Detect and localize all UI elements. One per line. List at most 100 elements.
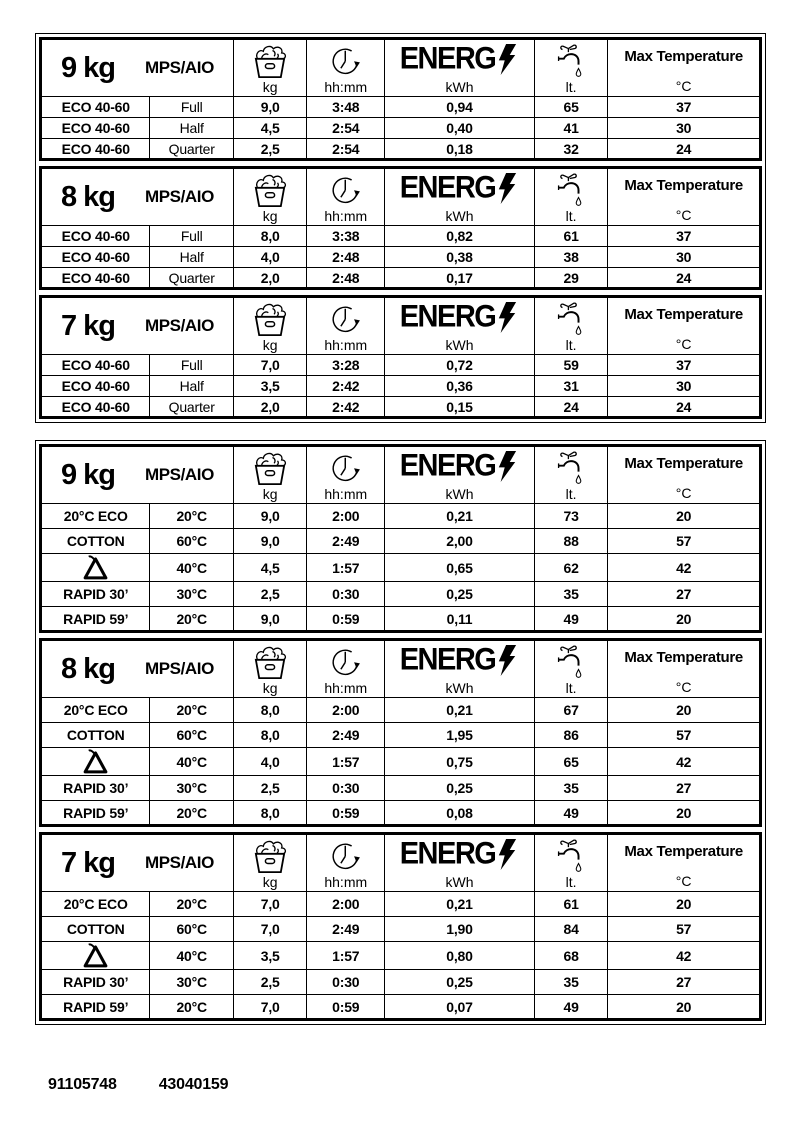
load-column-header: kg — [232, 639, 308, 698]
time-cell: 0:30 — [306, 775, 386, 801]
energy-logo-text: ENERG — [399, 448, 497, 484]
table-row: RAPID 59’ 20°C 7,0 0:59 0,07 49 20 — [39, 994, 761, 1020]
time-column-header: hh:mm — [306, 639, 386, 698]
temp-cell: 20 — [607, 891, 761, 917]
program-cell: RAPID 30’ — [39, 775, 151, 801]
time-cell: 2:00 — [306, 891, 386, 917]
energy-cell: 0,94 — [384, 96, 535, 118]
temp-cell: 27 — [607, 969, 761, 995]
temp-cell: 57 — [607, 722, 761, 748]
laundry-basket-icon — [254, 174, 287, 208]
energy-cell: 0,25 — [384, 775, 535, 801]
program-cell: RAPID 30’ — [39, 581, 151, 607]
table-row: RAPID 30’ 30°C 2,5 0:30 0,25 35 27 — [39, 581, 761, 607]
program-spec-table: 8 kg MPS/AIO kg — [39, 166, 762, 290]
load-column-header: kg — [232, 296, 308, 355]
table-group-program-tables: 9 kg MPS/AIO kg — [35, 440, 766, 1025]
lightning-bolt-icon — [499, 302, 517, 333]
table-title-cell: 7 kg MPS/AIO — [40, 296, 234, 355]
temp-cell: 20 — [607, 697, 761, 723]
water-cell: 24 — [533, 396, 609, 418]
program-spec-table: 7 kg MPS/AIO kg — [39, 832, 762, 1021]
water-unit-label: lt. — [565, 207, 577, 224]
energy-column-header: ENERG kWh — [384, 639, 535, 698]
variant-cell: Quarter — [149, 138, 234, 160]
water-column-header: lt. — [533, 167, 609, 226]
load-cell: 2,5 — [232, 138, 308, 160]
program-cell: COTTON — [39, 528, 151, 554]
lightning-bolt-icon — [499, 839, 517, 870]
temp-cell: 42 — [607, 747, 761, 776]
program-cell: RAPID 30’ — [39, 969, 151, 995]
table-row: ECO 40-60 Half 4,5 2:54 0,40 41 30 — [39, 117, 761, 139]
variant-cell: Full — [149, 225, 234, 247]
energy-cell: 0,15 — [384, 396, 535, 418]
temp-cell: 42 — [607, 553, 761, 582]
time-unit-label: hh:mm — [324, 207, 368, 224]
energy-logo-text: ENERG — [399, 41, 497, 77]
water-cell: 67 — [533, 697, 609, 723]
load-cell: 8,0 — [232, 697, 308, 723]
table-row: ECO 40-60 Quarter 2,0 2:42 0,15 24 24 — [39, 396, 761, 418]
cycle-duration-clock-icon — [332, 177, 360, 204]
time-cell: 1:57 — [306, 553, 386, 582]
capacity-label: 7 kg — [60, 309, 116, 342]
synthetics-triangle-program-icon — [83, 943, 108, 968]
water-tap-drop-icon — [558, 645, 582, 678]
program-cell: 20°C ECO — [39, 891, 151, 917]
energy-logo: ENERG — [400, 172, 520, 204]
table-row: ECO 40-60 Full 9,0 3:48 0,94 65 37 — [39, 96, 761, 118]
program-cell: RAPID 59’ — [39, 606, 151, 632]
table-title-cell: 8 kg MPS/AIO — [40, 639, 234, 698]
footer-codes: 91105748 43040159 — [48, 1076, 229, 1094]
load-unit-label: kg — [262, 873, 278, 890]
table-title-cell: 9 kg MPS/AIO — [40, 445, 234, 504]
variant-cell: 20°C — [149, 503, 234, 529]
table-row: COTTON 60°C 9,0 2:49 2,00 88 57 — [39, 528, 761, 554]
water-tap-drop-icon — [558, 302, 582, 335]
table-group-eco-40-60-tables: 9 kg MPS/AIO kg — [35, 33, 766, 423]
time-unit-label: hh:mm — [324, 78, 368, 95]
energy-logo: ENERG — [399, 41, 520, 77]
cycle-duration-clock-icon — [332, 455, 360, 482]
water-cell: 35 — [533, 969, 609, 995]
water-cell: 35 — [533, 775, 609, 801]
table-row: ECO 40-60 Half 3,5 2:42 0,36 31 30 — [39, 375, 761, 397]
table-header-row: 8 kg MPS/AIO kg — [40, 639, 761, 698]
table-row: COTTON 60°C 8,0 2:49 1,95 86 57 — [39, 722, 761, 748]
load-cell: 8,0 — [232, 225, 308, 247]
energy-unit-label: kWh — [445, 336, 474, 353]
energy-column-header: ENERG kWh — [384, 167, 535, 226]
laundry-basket-icon — [254, 646, 287, 680]
variant-cell: 20°C — [149, 994, 234, 1020]
load-cell: 2,0 — [232, 267, 308, 289]
energy-cell: 0,21 — [384, 697, 535, 723]
load-unit-label: kg — [262, 207, 278, 224]
variant-cell: 30°C — [149, 969, 234, 995]
temperature-unit-label: °C — [675, 484, 692, 501]
energy-cell: 0,21 — [384, 503, 535, 529]
water-cell: 32 — [533, 138, 609, 160]
load-cell: 3,5 — [232, 941, 308, 970]
energy-cell: 0,72 — [384, 354, 535, 376]
time-cell: 0:59 — [306, 606, 386, 632]
energy-logo-text: ENERG — [399, 642, 497, 678]
program-cell — [39, 747, 151, 776]
table-row: RAPID 59’ 20°C 9,0 0:59 0,11 49 20 — [39, 606, 761, 632]
water-cell: 88 — [533, 528, 609, 554]
max-temperature-label: Max Temperature — [624, 843, 743, 860]
max-temperature-label: Max Temperature — [624, 48, 743, 65]
time-cell: 2:48 — [306, 267, 386, 289]
temp-cell: 57 — [607, 528, 761, 554]
table-row: RAPID 30’ 30°C 2,5 0:30 0,25 35 27 — [39, 969, 761, 995]
temp-cell: 30 — [607, 375, 761, 397]
energy-logo-text: ENERG — [399, 836, 497, 872]
table-row: 20°C ECO 20°C 7,0 2:00 0,21 61 20 — [39, 891, 761, 917]
table-row: ECO 40-60 Half 4,0 2:48 0,38 38 30 — [39, 246, 761, 268]
program-cell: ECO 40-60 — [39, 96, 151, 118]
capacity-label: 9 kg — [60, 458, 116, 491]
energy-cell: 0,21 — [384, 891, 535, 917]
energy-cell: 0,75 — [384, 747, 535, 776]
load-cell: 2,5 — [232, 969, 308, 995]
